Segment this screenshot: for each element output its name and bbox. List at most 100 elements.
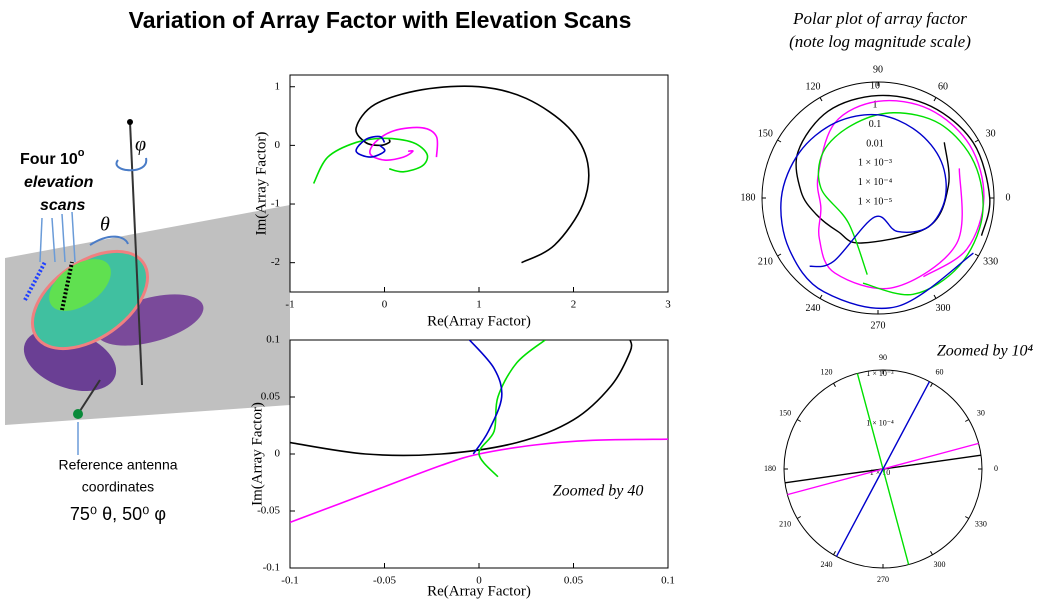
theta-tick-label: 330 <box>983 256 998 267</box>
theta-tick-label: 330 <box>975 519 987 528</box>
theta-tick <box>819 97 823 102</box>
reference-coords: 75⁰ θ, 50⁰ φ <box>70 504 166 524</box>
annotation: Zoomed by 40 <box>553 483 644 500</box>
curve <box>369 126 439 161</box>
scan-label: elevation <box>24 174 94 191</box>
theta-tick <box>833 383 836 387</box>
curve <box>468 340 503 455</box>
reference-point <box>73 409 83 419</box>
y-tick-label: -0.05 <box>257 505 280 517</box>
stick-tip <box>127 119 133 125</box>
theta-tick-label: 150 <box>758 128 773 139</box>
curve <box>312 137 429 184</box>
theta-tick <box>930 551 933 555</box>
pointer-arrow <box>51 217 56 263</box>
phi-arrow <box>115 157 148 172</box>
r-tick-label: 1 × 10⁻⁵ <box>858 196 892 207</box>
y-tick-label: -2 <box>271 256 280 268</box>
theta-tick-label: 30 <box>986 128 996 139</box>
theta-tick-label: 240 <box>821 560 833 569</box>
scan-marker <box>60 261 74 311</box>
y-tick-label: 0 <box>275 448 281 460</box>
x-tick-label: -0.05 <box>373 575 396 587</box>
y-tick-label: 1 <box>275 80 281 92</box>
theta-tick-label: 150 <box>779 408 791 417</box>
theta-tick-label: 300 <box>936 303 951 314</box>
slide-title: Variation of Array Factor with Elevation… <box>129 7 632 33</box>
scan-label-text: Four 10 <box>20 151 78 168</box>
pointer-arrow <box>61 213 66 263</box>
theta-tick <box>777 253 782 257</box>
x-tick-label: 0.1 <box>661 575 675 587</box>
x-axis-label: Re(Array Factor) <box>427 313 531 329</box>
theta-tick-label: 210 <box>758 256 773 267</box>
x-axis-label: Re(Array Factor) <box>427 583 531 599</box>
curve <box>290 340 633 457</box>
theta-tick-label: 90 <box>873 64 883 75</box>
theta-tick <box>974 253 979 257</box>
r-tick-label: 1 × 10⁻³ <box>866 369 894 378</box>
theta-tick-label: 270 <box>877 575 889 584</box>
theta-tick-label: 120 <box>806 81 821 92</box>
x-tick-label: 3 <box>665 299 671 311</box>
x-tick-label: 2 <box>571 299 577 311</box>
theta-tick <box>930 383 933 387</box>
y-tick-label: 0.1 <box>266 334 280 346</box>
x-tick-label: 0 <box>476 575 482 587</box>
reference-label: Reference antenna <box>58 457 177 473</box>
theta-tick <box>933 97 937 102</box>
theta-tick <box>797 419 801 422</box>
pointer-arrow <box>71 211 76 263</box>
x-tick-label: -1 <box>285 299 294 311</box>
scan-degree: o <box>78 147 85 159</box>
r-tick-label: 1 × 10⁻³ <box>858 158 892 169</box>
polar-title: (note log magnitude scale) <box>789 32 971 51</box>
y-tick-label: -1 <box>271 198 280 210</box>
pointer-arrow <box>39 217 43 263</box>
polar-curve <box>816 99 985 290</box>
x-tick-label: 0.05 <box>564 575 584 587</box>
theta-tick-label: 270 <box>871 320 886 331</box>
x-tick-label: 0 <box>382 299 388 311</box>
theta-tick <box>777 139 782 143</box>
r-tick-label: 0.1 <box>869 119 882 130</box>
theta-tick <box>833 551 836 555</box>
theta-tick <box>933 294 937 299</box>
r-tick-label: 10 <box>870 80 880 91</box>
axis-stick <box>129 121 143 386</box>
y-tick-label: 0.05 <box>261 391 281 403</box>
theta-tick-label: 210 <box>779 519 791 528</box>
y-tick-label: -0.1 <box>263 562 280 574</box>
r-tick-label: 1 × 10⁻⁴ <box>858 177 893 188</box>
theta-tick-label: 60 <box>936 368 944 377</box>
theta-tick-label: 0 <box>1006 192 1011 203</box>
series-group <box>312 85 590 264</box>
polar-curve <box>780 113 974 310</box>
y-axis-label: Im(Array Factor) <box>249 402 265 506</box>
curve <box>355 135 386 158</box>
theta-tick-label: 90 <box>879 353 887 362</box>
theta-tick <box>965 419 969 422</box>
theta-tick <box>965 516 969 519</box>
annotation: Zoomed by 10⁴ <box>937 343 1034 360</box>
x-tick-label: 1 <box>476 299 482 311</box>
theta-label: θ <box>100 214 110 236</box>
theta-tick-label: 180 <box>741 192 756 203</box>
antenna-illustration: Four 10o elevation scans θ φ Reference a… <box>5 119 290 524</box>
reference-label: coordinates <box>82 479 154 495</box>
scan-label: Four 10o <box>20 147 85 168</box>
theta-tick-label: 180 <box>764 464 776 473</box>
r-tick-label: 1 <box>873 100 878 111</box>
y-axis-label: Im(Array Factor) <box>253 132 269 236</box>
r-tick-label: 1 × 10 <box>870 468 891 477</box>
theta-tick-label: 60 <box>938 81 948 92</box>
curve <box>355 85 590 264</box>
theta-tick-label: 0 <box>994 464 998 473</box>
plot-frame <box>289 74 669 293</box>
theta-tick <box>819 294 823 299</box>
polar-curve <box>835 381 931 557</box>
reference-stick <box>77 379 101 415</box>
phi-label: φ <box>135 134 146 156</box>
polar-title: Polar plot of array factor <box>792 9 967 28</box>
